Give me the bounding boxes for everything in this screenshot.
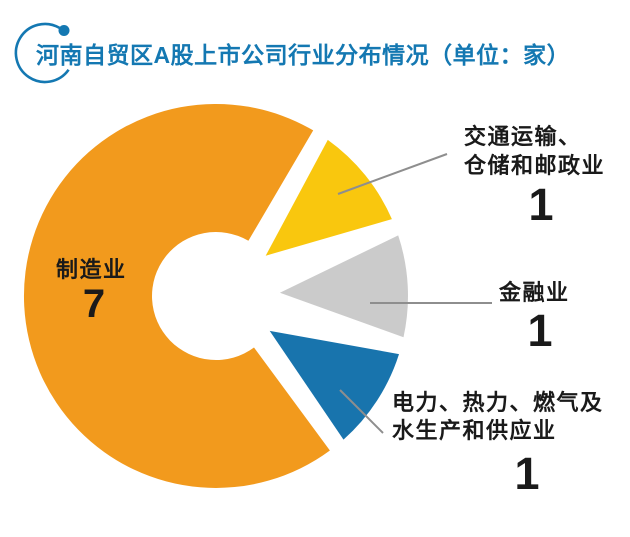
title-decoration-icon: [14, 22, 70, 84]
label-power-line1: 电力、热力、燃气及: [392, 390, 604, 415]
pie-slices: [23, 103, 408, 488]
label-power-line2: 水生产和供应业: [392, 418, 557, 443]
slice-transport: [265, 139, 392, 256]
leader-lines: [337, 153, 492, 434]
count-power: 1: [514, 448, 540, 499]
chart-title: 河南自贸区A股上市公司行业分布情况（单位：家）: [36, 42, 571, 68]
label-finance: 金融业: [499, 280, 570, 305]
slice-finance: [279, 235, 408, 338]
count-finance: 1: [527, 305, 553, 356]
slice-manufacturing: [23, 103, 330, 488]
leader-line-power: [339, 389, 384, 434]
label-transport-line2: 仓储和邮政业: [464, 153, 606, 178]
slice-power: [269, 330, 399, 440]
count-manufacturing: 7: [82, 282, 106, 326]
label-manufacturing: 制造业: [56, 257, 127, 282]
leader-line-transport: [337, 153, 448, 195]
count-transport: 1: [528, 179, 554, 230]
label-transport-line1: 交通运输、: [464, 124, 582, 149]
